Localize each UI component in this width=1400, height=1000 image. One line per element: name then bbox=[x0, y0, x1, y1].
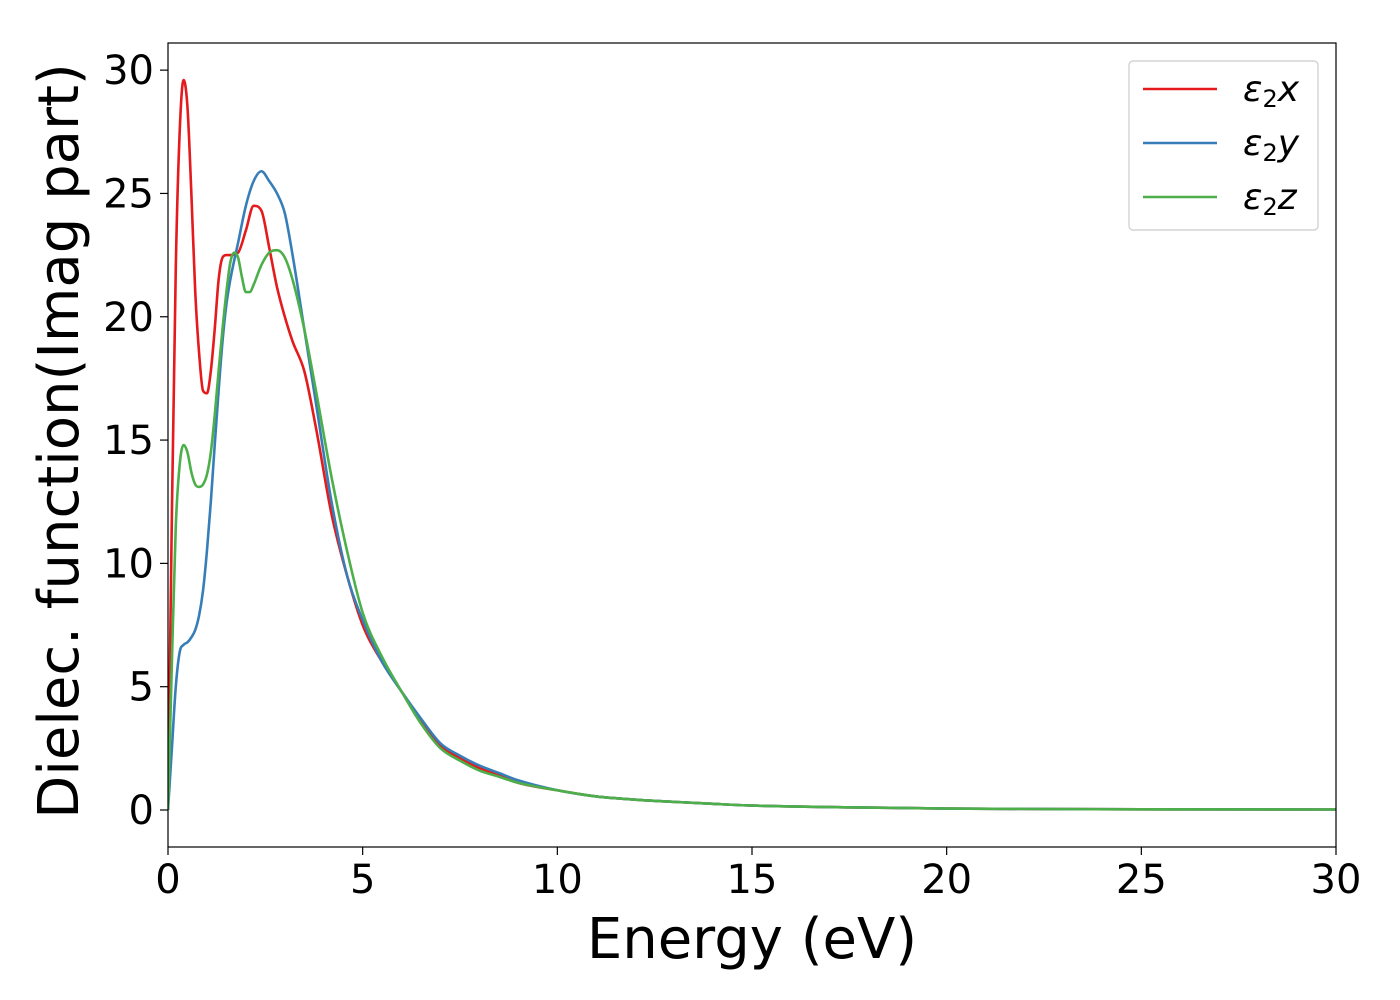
x-tick-label: 5 bbox=[350, 857, 375, 903]
x-tick-label: 15 bbox=[727, 857, 778, 903]
x-tick-label: 10 bbox=[532, 857, 583, 903]
legend-label-z: ε2z bbox=[1243, 177, 1298, 221]
legend-label-x: ε2x bbox=[1243, 69, 1300, 113]
y-axis: 0 5 10 15 20 25 30 bbox=[103, 48, 168, 834]
y-tick-label: 20 bbox=[103, 295, 154, 341]
series-layer bbox=[168, 78, 1336, 811]
x-axis-label: Energy (eV) bbox=[587, 907, 917, 972]
x-tick-label: 25 bbox=[1116, 857, 1167, 903]
series-line-y bbox=[168, 169, 1336, 811]
series-line-z bbox=[168, 248, 1336, 811]
x-tick-label: 0 bbox=[155, 857, 180, 903]
y-tick-label: 15 bbox=[103, 418, 154, 464]
y-tick-label: 25 bbox=[103, 171, 154, 217]
legend: ε2x ε2y ε2z bbox=[1128, 60, 1319, 231]
x-tick-label: 30 bbox=[1311, 857, 1362, 903]
legend-box bbox=[1128, 60, 1319, 231]
x-axis: 0 5 10 15 20 25 30 bbox=[155, 847, 1361, 903]
y-axis-label: Dielec. function(Imag part) bbox=[27, 63, 92, 819]
y-tick-label: 30 bbox=[103, 48, 154, 94]
y-tick-label: 0 bbox=[129, 788, 154, 834]
x-tick-label: 20 bbox=[921, 857, 972, 903]
y-tick-label: 5 bbox=[129, 665, 154, 711]
y-tick-label: 10 bbox=[103, 541, 154, 587]
legend-label-y: ε2y bbox=[1243, 123, 1300, 167]
